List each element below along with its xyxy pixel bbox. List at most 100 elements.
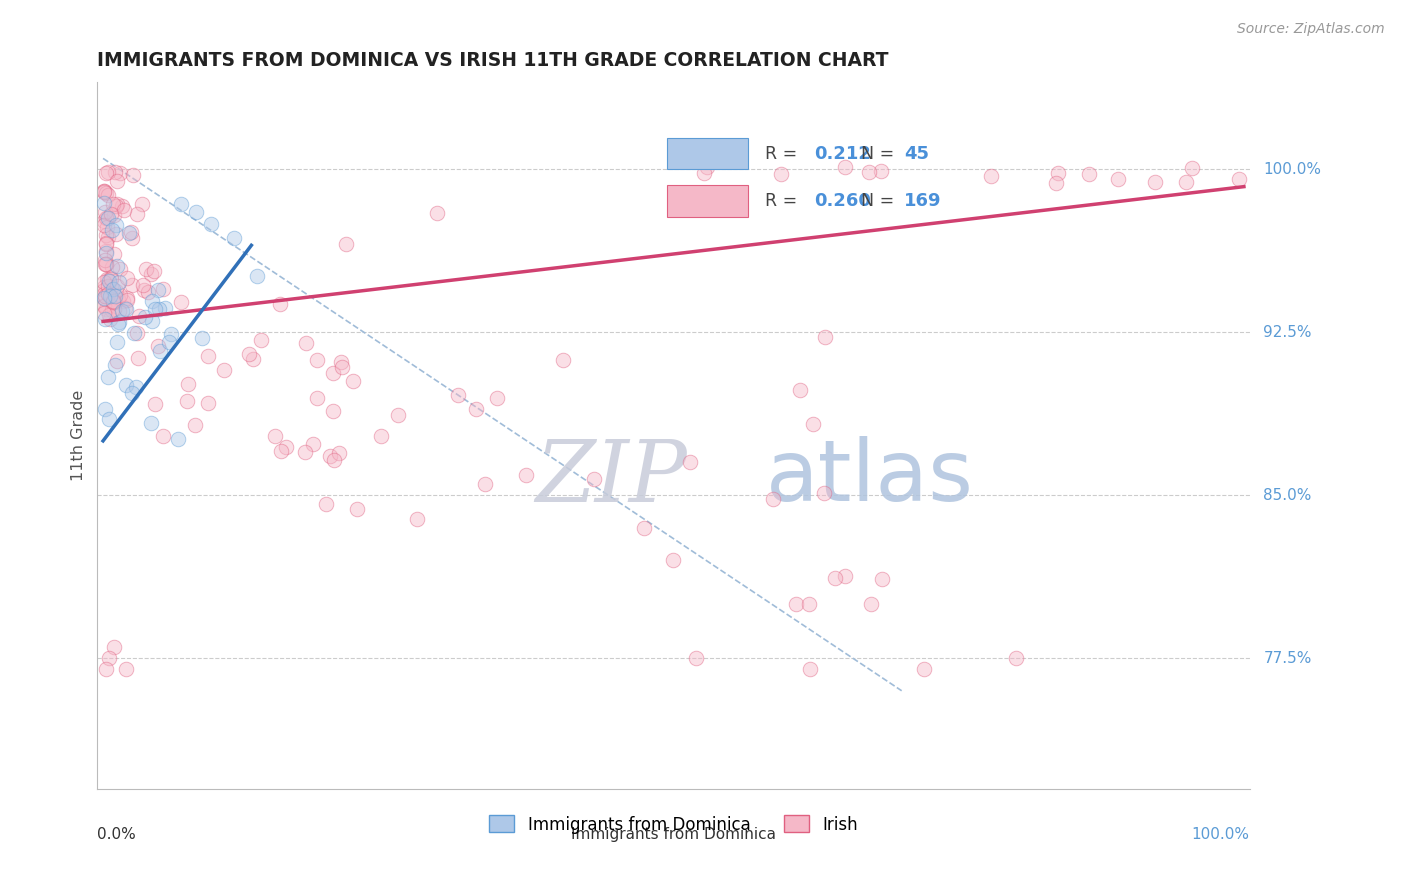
- Point: [96, 301, 118, 316]
- Point: [100, 207, 122, 221]
- Point: [1227, 171, 1250, 186]
- Point: [464, 401, 486, 416]
- Point: [170, 196, 193, 211]
- Point: [93, 219, 115, 233]
- Point: [346, 502, 368, 516]
- Point: [111, 199, 134, 213]
- Text: 169: 169: [904, 193, 942, 211]
- Text: N =: N =: [860, 145, 894, 162]
- Point: [302, 436, 325, 450]
- Point: [103, 295, 125, 310]
- Point: [96, 271, 118, 285]
- Text: R =: R =: [765, 193, 797, 211]
- Legend: Immigrants from Dominica, Irish: Immigrants from Dominica, Irish: [482, 809, 865, 840]
- Text: 85.0%: 85.0%: [1264, 488, 1312, 503]
- Point: [305, 391, 328, 405]
- Point: [295, 335, 318, 350]
- Point: [370, 428, 392, 442]
- Point: [94, 253, 117, 268]
- Point: [813, 485, 835, 500]
- Point: [111, 304, 134, 318]
- Point: [914, 662, 936, 676]
- Point: [94, 244, 117, 259]
- Point: [115, 271, 138, 285]
- Point: [103, 247, 125, 261]
- Point: [870, 572, 893, 586]
- Point: [141, 293, 163, 308]
- Point: [105, 219, 128, 233]
- Point: [93, 291, 115, 305]
- Point: [96, 257, 118, 271]
- Point: [105, 199, 128, 213]
- Point: [335, 237, 357, 252]
- Text: Source: ZipAtlas.com: Source: ZipAtlas.com: [1237, 22, 1385, 37]
- Point: [685, 651, 707, 665]
- Point: [121, 278, 143, 293]
- Point: [761, 491, 783, 506]
- Text: IMMIGRANTS FROM DOMINICA VS IRISH 11TH GRADE CORRELATION CHART: IMMIGRANTS FROM DOMINICA VS IRISH 11TH G…: [97, 51, 889, 70]
- Point: [121, 386, 143, 401]
- Point: [551, 353, 574, 368]
- Point: [93, 184, 115, 198]
- Point: [139, 417, 162, 431]
- Point: [824, 571, 846, 585]
- Point: [94, 289, 117, 303]
- Y-axis label: 11th Grade: 11th Grade: [72, 390, 86, 481]
- Point: [870, 164, 893, 178]
- Point: [200, 217, 222, 231]
- Point: [238, 347, 260, 361]
- Point: [108, 166, 131, 180]
- Text: 0.0%: 0.0%: [97, 828, 136, 842]
- Point: [93, 299, 115, 313]
- Point: [97, 412, 120, 426]
- Point: [97, 165, 120, 179]
- Point: [191, 331, 214, 345]
- Point: [94, 245, 117, 260]
- Point: [101, 223, 124, 237]
- Point: [105, 197, 128, 211]
- Point: [770, 167, 793, 181]
- Point: [135, 262, 157, 277]
- Point: [834, 161, 856, 175]
- Text: 100.0%: 100.0%: [1192, 828, 1250, 842]
- Point: [1078, 167, 1101, 181]
- Point: [250, 333, 273, 347]
- Point: [789, 383, 811, 397]
- Point: [103, 301, 125, 316]
- Point: [94, 236, 117, 251]
- Point: [125, 326, 148, 341]
- Point: [1175, 175, 1198, 189]
- Point: [274, 440, 297, 454]
- Point: [101, 303, 124, 318]
- Point: [321, 404, 343, 418]
- Point: [101, 197, 124, 211]
- Text: 0.260: 0.260: [814, 193, 872, 211]
- Point: [111, 294, 134, 309]
- Text: R =: R =: [765, 145, 797, 162]
- Point: [96, 219, 118, 234]
- Point: [105, 353, 128, 368]
- Point: [97, 651, 120, 665]
- Point: [114, 301, 136, 316]
- Point: [101, 294, 124, 309]
- Point: [176, 393, 198, 408]
- Point: [132, 283, 155, 297]
- Point: [98, 287, 121, 301]
- Point: [125, 380, 148, 394]
- Point: [330, 359, 353, 374]
- Point: [131, 197, 153, 211]
- Point: [121, 231, 143, 245]
- Point: [94, 204, 117, 219]
- Point: [1143, 175, 1166, 189]
- Point: [101, 282, 124, 296]
- Point: [101, 260, 124, 275]
- Point: [121, 168, 143, 182]
- Point: [1045, 177, 1067, 191]
- Point: [98, 312, 121, 326]
- Point: [328, 446, 350, 460]
- Point: [485, 391, 508, 405]
- Point: [93, 275, 115, 289]
- Point: [242, 351, 264, 366]
- Point: [96, 662, 118, 676]
- Point: [426, 205, 449, 219]
